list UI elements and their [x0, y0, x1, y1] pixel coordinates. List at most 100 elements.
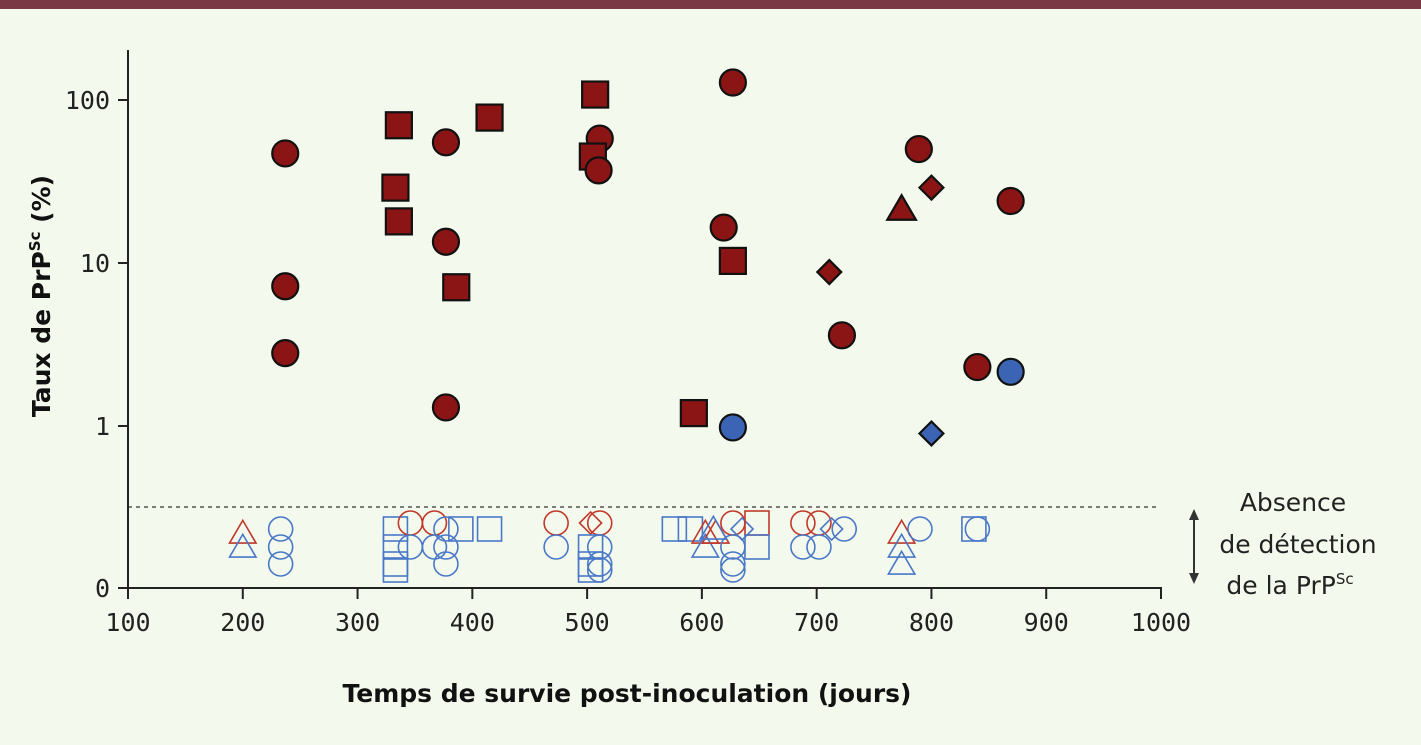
- detection-note-sup: Sc: [1336, 570, 1354, 588]
- data-point-circle: [996, 357, 1025, 386]
- data-point-square: [476, 516, 503, 542]
- data-point-circle: [433, 516, 459, 542]
- data-point-square: [677, 516, 704, 542]
- data-point-square: [382, 516, 409, 542]
- data-point-circle: [267, 516, 294, 542]
- y-axis-title: Taux de PrPSc (%): [26, 175, 56, 417]
- data-point-triangle: [886, 518, 917, 544]
- data-point-square: [744, 534, 770, 560]
- undetected-points: [228, 510, 991, 583]
- data-point-circle: [431, 128, 461, 157]
- x-axis-title: Temps de survie post-inoculation (jours): [343, 679, 912, 708]
- x-tick-label: 500: [565, 608, 610, 637]
- x-tick-label: 600: [679, 608, 724, 637]
- data-point-square: [744, 510, 770, 536]
- data-point-circle: [586, 557, 613, 583]
- data-point-circle: [718, 413, 747, 442]
- x-tick-label: 400: [450, 608, 495, 637]
- data-point-circle: [433, 551, 459, 577]
- data-point-circle: [963, 352, 992, 382]
- y-tick-label: 0: [95, 574, 110, 603]
- data-point-square: [382, 557, 409, 583]
- data-point-square: [382, 534, 409, 560]
- data-point-circle: [806, 534, 832, 560]
- data-point-circle: [271, 272, 300, 301]
- data-point-square: [384, 207, 413, 236]
- data-point-diamond: [917, 174, 945, 202]
- data-point-triangle: [228, 532, 258, 558]
- data-point-circle: [431, 393, 461, 422]
- data-point-square: [381, 173, 410, 202]
- data-point-circle: [267, 534, 294, 560]
- detected-points: [271, 68, 1025, 447]
- data-point-circle: [271, 339, 300, 368]
- data-point-circle: [907, 516, 933, 542]
- data-point-triangle: [886, 549, 917, 575]
- header-bar: [0, 0, 1421, 9]
- data-point-square: [382, 551, 409, 577]
- data-point-diamond: [819, 516, 844, 542]
- data-point-triangle: [698, 514, 728, 540]
- detection-note-line-3: de la PrPSc: [1226, 570, 1353, 600]
- data-point-circle: [964, 516, 991, 542]
- data-point-square: [661, 516, 688, 542]
- y-tick-label: 10: [80, 249, 110, 278]
- data-point-square: [442, 273, 471, 302]
- data-point-circle: [543, 510, 569, 536]
- data-point-circle: [718, 68, 747, 97]
- arrow-down-head: [1189, 573, 1199, 584]
- data-point-circle: [904, 134, 933, 164]
- data-point-circle: [543, 534, 569, 560]
- data-point-circle: [831, 516, 858, 542]
- data-point-triangle: [690, 532, 720, 558]
- y-axis-ticks: 0 1 10 100: [65, 86, 128, 603]
- data-point-square: [448, 516, 474, 542]
- detection-note: Absence de détection de la PrPSc: [1189, 488, 1377, 600]
- axes: [127, 50, 1162, 589]
- data-point-circle: [586, 551, 613, 577]
- data-point-circle: [720, 557, 746, 583]
- data-point-circle: [267, 551, 294, 577]
- data-point-circle: [271, 139, 300, 168]
- y-axis-title-unit: (%): [27, 175, 56, 232]
- data-point-square: [581, 80, 610, 109]
- x-tick-label: 700: [794, 608, 839, 637]
- data-point-square: [679, 398, 708, 428]
- data-point-square: [577, 557, 604, 583]
- x-tick-label: 800: [909, 608, 954, 637]
- detection-note-line-2: de détection: [1219, 530, 1376, 559]
- data-point-square: [384, 111, 413, 140]
- data-point-triangle: [885, 192, 918, 221]
- data-point-circle: [996, 186, 1025, 216]
- arrow-up-head: [1189, 509, 1199, 520]
- data-point-square: [718, 246, 747, 276]
- data-point-circle: [586, 534, 613, 560]
- data-point-diamond: [917, 419, 945, 447]
- x-axis-ticks: 100 200 300 400 500 600 700 800 900 1000: [105, 588, 1191, 637]
- data-point-square: [577, 534, 604, 560]
- y-axis-title-sup: Sc: [26, 232, 44, 252]
- x-tick-label: 200: [220, 608, 265, 637]
- data-point-triangle: [886, 532, 917, 558]
- data-point-diamond: [578, 510, 603, 536]
- data-point-circle: [790, 534, 816, 560]
- x-tick-label: 1000: [1131, 608, 1191, 637]
- data-point-circle: [827, 321, 857, 350]
- detection-note-line-3-main: de la PrP: [1226, 571, 1335, 600]
- detection-note-line-1: Absence: [1240, 488, 1346, 517]
- data-point-circle: [397, 510, 424, 536]
- data-point-diamond: [815, 258, 843, 286]
- data-point-circle: [431, 227, 461, 256]
- x-tick-label: 300: [335, 608, 380, 637]
- data-point-circle: [709, 213, 738, 242]
- y-tick-label: 100: [65, 86, 110, 115]
- data-point-circle: [433, 534, 459, 560]
- x-tick-label: 100: [105, 608, 150, 637]
- data-point-circle: [586, 510, 613, 536]
- data-point-square: [475, 103, 504, 132]
- data-point-circle: [397, 534, 424, 560]
- data-point-circle: [720, 551, 746, 577]
- data-point-diamond: [729, 516, 755, 542]
- data-point-circle: [584, 156, 613, 185]
